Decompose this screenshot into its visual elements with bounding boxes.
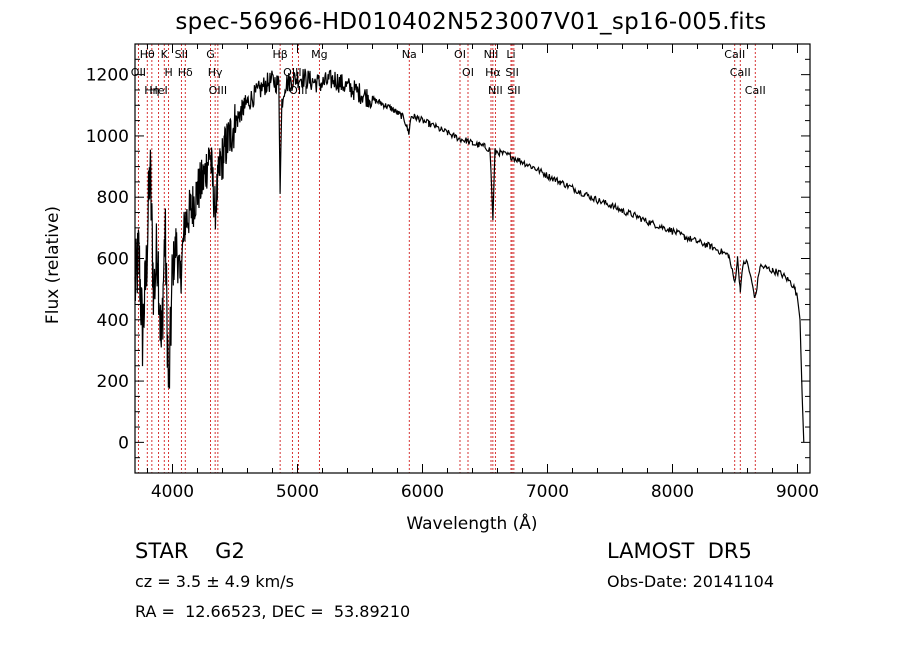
y-tick-label: 1000: [86, 127, 129, 147]
line-marker-label: Hα: [485, 66, 501, 79]
line-marker-label: OI: [462, 66, 474, 79]
line-marker-label: CaII: [745, 84, 766, 97]
spectrum-line: [134, 68, 805, 443]
x-tick-label: 4000: [151, 482, 194, 502]
x-tick-label: 7000: [526, 482, 569, 502]
ra-dec: RA = 12.66523, DEC = 53.89210: [135, 602, 411, 621]
line-marker-label: K: [161, 48, 169, 61]
line-marker-label: CaII: [730, 66, 751, 79]
line-marker-label: Na: [402, 48, 417, 61]
line-marker-label: NII: [484, 48, 499, 61]
line-marker-label: HeI: [149, 84, 167, 97]
spectral-line-markers: [137, 44, 756, 473]
line-marker-label: SII: [507, 84, 520, 97]
obs-date: Obs-Date: 20141104: [607, 572, 775, 591]
y-tick-label: 0: [118, 433, 129, 453]
x-tick-label: 5000: [276, 482, 319, 502]
line-marker-label: Hη: [144, 84, 159, 97]
line-marker-label: SII: [505, 66, 518, 79]
line-marker-label: G: [206, 48, 215, 61]
plot-frame: [134, 43, 811, 474]
line-marker-label: Hθ: [140, 48, 155, 61]
y-tick-label: 200: [97, 372, 129, 392]
survey-release: LAMOST DR5: [607, 539, 752, 563]
line-marker-label: NII: [488, 84, 503, 97]
y-tick-label: 1200: [86, 66, 129, 86]
y-tick-label: 600: [97, 250, 129, 270]
y-tick-label: 400: [97, 311, 129, 331]
line-marker-label: CaII: [724, 48, 745, 61]
line-marker-label: OIII: [209, 84, 227, 97]
y-tick-label: 800: [97, 188, 129, 208]
line-marker-label: Hβ: [272, 48, 287, 61]
chart-title: spec-56966-HD010402N523007V01_sp16-005.f…: [175, 9, 767, 35]
line-marker-label: Li: [506, 48, 515, 61]
line-marker-label: SII: [175, 48, 188, 61]
line-marker-label: Hδ: [178, 66, 193, 79]
y-axis: 0 200 400 600 800 1000 1200: [86, 43, 810, 474]
line-marker-label: Hγ: [208, 66, 223, 79]
redshift-cz: cz = 3.5 ± 4.9 km/s: [135, 572, 294, 591]
x-axis-label: Wavelength (Å): [406, 512, 537, 534]
line-marker-label: H: [164, 66, 172, 79]
x-axis: 4000 5000 6000 7000 8000 9000: [147, 44, 819, 502]
y-axis-label: Flux (relative): [43, 206, 63, 324]
line-marker-label: OI: [454, 48, 466, 61]
x-tick-label: 6000: [401, 482, 444, 502]
object-type: STAR G2: [135, 539, 245, 563]
x-tick-label: 9000: [776, 482, 819, 502]
line-marker-label: OII: [131, 66, 146, 79]
line-marker-label: Mg: [311, 48, 327, 61]
line-marker-label: OIII: [283, 66, 301, 79]
x-tick-label: 8000: [651, 482, 694, 502]
